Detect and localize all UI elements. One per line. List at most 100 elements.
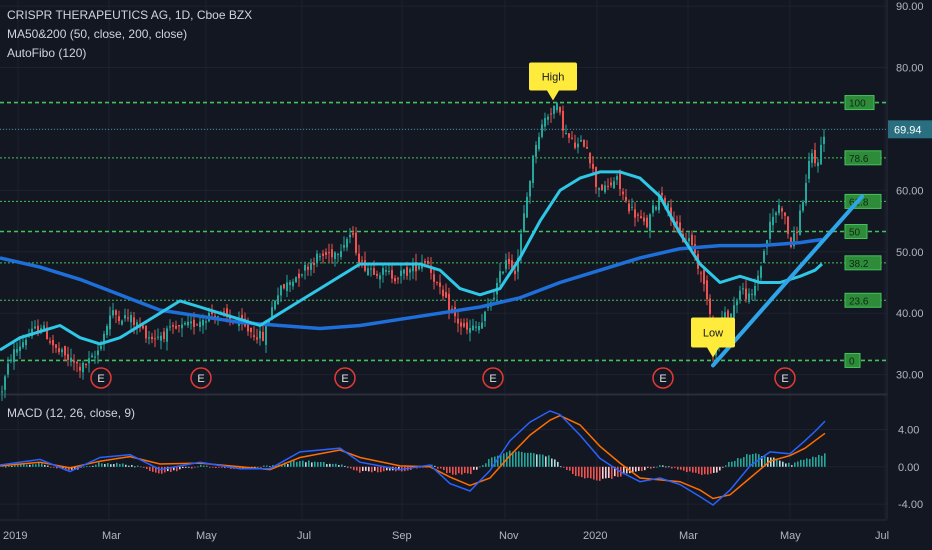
macd-histogram-bar bbox=[443, 466, 445, 471]
macd-histogram-bar bbox=[653, 466, 655, 468]
candle-body bbox=[367, 268, 369, 276]
candle-body bbox=[289, 282, 291, 285]
candle-body bbox=[769, 221, 771, 239]
candle-body bbox=[133, 317, 135, 325]
candle-body bbox=[736, 301, 738, 306]
macd-histogram-bar bbox=[371, 466, 373, 473]
macd-histogram-bar bbox=[638, 466, 640, 471]
macd-histogram-bar bbox=[284, 462, 286, 467]
candle-body bbox=[370, 268, 372, 270]
earnings-marker[interactable]: E bbox=[774, 367, 796, 389]
earnings-label: E bbox=[659, 373, 666, 385]
macd-histogram-bar bbox=[137, 465, 139, 467]
candle-body bbox=[121, 320, 123, 325]
candle-body bbox=[757, 275, 759, 284]
fib-legend[interactable]: AutoFibo (120) bbox=[7, 46, 87, 60]
macd-histogram-bar bbox=[575, 466, 577, 477]
symbol-legend[interactable]: CRISPR THERAPEUTICS AG, 1D, Cboe BZX MA5… bbox=[7, 6, 252, 63]
candle-body bbox=[379, 275, 381, 280]
price-tick-label: 60.00 bbox=[896, 185, 924, 197]
candle-body bbox=[700, 272, 702, 274]
macd-histogram-bar bbox=[38, 462, 40, 467]
candle-body bbox=[778, 204, 780, 214]
candle-body bbox=[709, 298, 711, 314]
macd-histogram-bar bbox=[32, 464, 34, 467]
candle-body bbox=[559, 106, 561, 113]
candle-body bbox=[343, 245, 345, 248]
candle-body bbox=[151, 336, 153, 340]
candle-body bbox=[136, 322, 138, 327]
macd-histogram-bar bbox=[134, 466, 136, 468]
candle-body bbox=[319, 256, 321, 258]
macd-histogram-bar bbox=[272, 465, 274, 467]
macd-histogram-bar bbox=[98, 462, 100, 467]
candle-body bbox=[781, 208, 783, 212]
earnings-marker[interactable]: E bbox=[334, 367, 356, 389]
candle-body bbox=[439, 282, 441, 287]
macd-histogram-bar bbox=[44, 464, 46, 467]
candle-body bbox=[763, 251, 765, 263]
macd-histogram-bar bbox=[800, 459, 802, 467]
candle-body bbox=[514, 270, 516, 275]
earnings-label: E bbox=[489, 373, 496, 385]
macd-legend[interactable]: MACD (12, 26, close, 9) bbox=[7, 404, 135, 423]
macd-histogram-bar bbox=[305, 462, 307, 467]
annotation-text: High bbox=[542, 72, 565, 84]
annotation-pointer bbox=[707, 347, 719, 358]
candle-body bbox=[457, 318, 459, 324]
fib-label-text: 78.6 bbox=[849, 154, 869, 165]
candle-body bbox=[655, 206, 657, 210]
earnings-marker[interactable]: E bbox=[190, 367, 212, 389]
macd-histogram-bar bbox=[761, 456, 763, 467]
candle-body bbox=[643, 217, 645, 222]
candle-body bbox=[286, 282, 288, 291]
candle-body bbox=[130, 315, 132, 323]
macd-histogram-bar bbox=[599, 466, 601, 481]
ma-legend[interactable]: MA50&200 (50, close, 200, close) bbox=[7, 27, 188, 41]
macd-histogram-bar bbox=[14, 465, 16, 467]
candle-body bbox=[292, 281, 294, 287]
fib-label-text: 100 bbox=[849, 99, 866, 110]
macd-histogram-bar bbox=[260, 466, 262, 468]
macd-histogram-bar bbox=[626, 466, 628, 474]
macd-title: MACD (12, 26, close, 9) bbox=[7, 406, 136, 420]
candle-body bbox=[418, 265, 420, 270]
macd-histogram-bar bbox=[29, 464, 31, 467]
candle-body bbox=[37, 325, 39, 333]
candle-body bbox=[556, 102, 558, 111]
macd-histogram-bar bbox=[551, 458, 553, 467]
candle-body bbox=[598, 188, 600, 190]
earnings-circle bbox=[90, 367, 112, 389]
macd-histogram-bar bbox=[491, 457, 493, 467]
macd-histogram-bar bbox=[524, 452, 526, 467]
macd-histogram-bar bbox=[536, 454, 538, 467]
candle-body bbox=[460, 322, 462, 327]
candle-body bbox=[316, 253, 318, 263]
candle-body bbox=[55, 344, 57, 348]
candle-body bbox=[382, 268, 384, 275]
macd-histogram-bar bbox=[593, 466, 595, 480]
macd-histogram-bar bbox=[389, 466, 391, 471]
macd-histogram-bar bbox=[476, 466, 478, 470]
earnings-marker[interactable]: E bbox=[482, 367, 504, 389]
earnings-marker[interactable]: E bbox=[90, 367, 112, 389]
candle-body bbox=[58, 348, 60, 353]
macd-histogram-bar bbox=[8, 465, 10, 467]
macd-histogram-bar bbox=[743, 457, 745, 467]
candle-body bbox=[97, 350, 99, 356]
time-tick-label: Sep bbox=[392, 530, 412, 542]
macd-histogram-bar bbox=[749, 454, 751, 467]
candle-body bbox=[631, 206, 633, 208]
candle-body bbox=[124, 315, 126, 319]
macd-histogram-bar bbox=[689, 466, 691, 472]
macd-histogram-bar bbox=[812, 456, 814, 467]
macd-histogram-bar bbox=[62, 466, 64, 469]
candle-body bbox=[406, 267, 408, 276]
macd-histogram-bar bbox=[158, 466, 160, 474]
macd-histogram-bar bbox=[809, 458, 811, 467]
ma200-line bbox=[0, 237, 823, 331]
candle-body bbox=[157, 336, 159, 338]
candle-body bbox=[754, 285, 756, 296]
earnings-marker[interactable]: E bbox=[652, 367, 674, 389]
